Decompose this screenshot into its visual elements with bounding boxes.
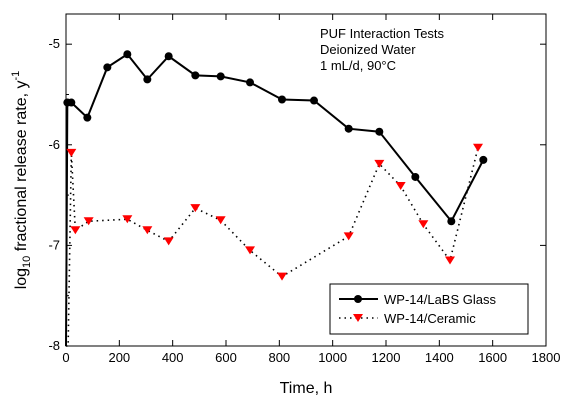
x-tick-label-0: 0 bbox=[62, 350, 69, 365]
point-wp-14-labs-glass-14 bbox=[375, 127, 384, 136]
point-wp-14-labs-glass-4 bbox=[103, 63, 112, 72]
legend: WP-14/LaBS Glass WP-14/Ceramic bbox=[329, 283, 529, 335]
point-wp-14-ceramic-12 bbox=[343, 232, 354, 241]
point-wp-14-labs-glass-17 bbox=[479, 155, 488, 164]
x-tick-label-5: 1000 bbox=[318, 350, 347, 365]
x-tick-label-8: 1600 bbox=[478, 350, 507, 365]
point-wp-14-ceramic-2 bbox=[66, 148, 77, 157]
point-wp-14-labs-glass-15 bbox=[411, 172, 420, 181]
x-tick-label-2: 400 bbox=[162, 350, 184, 365]
annotation-line-2: Deionized Water bbox=[320, 42, 416, 57]
x-tick-label-1: 200 bbox=[108, 350, 130, 365]
y-tick-label-2: -6 bbox=[48, 137, 60, 152]
point-wp-14-labs-glass-8 bbox=[191, 71, 200, 80]
point-wp-14-ceramic-6 bbox=[142, 226, 153, 235]
point-wp-14-ceramic-16 bbox=[445, 256, 455, 265]
point-wp-14-labs-glass-11 bbox=[278, 95, 286, 104]
x-axis-title: Time, h bbox=[280, 380, 333, 397]
point-wp-14-ceramic-13 bbox=[374, 159, 385, 168]
point-wp-14-ceramic-3 bbox=[70, 226, 81, 235]
legend-box bbox=[329, 283, 529, 335]
point-wp-14-ceramic-4 bbox=[83, 217, 94, 226]
annotation-line-3: 1 mL/d, 90°C bbox=[320, 58, 396, 73]
x-tick-label-6: 1200 bbox=[372, 350, 401, 365]
point-wp-14-ceramic-9 bbox=[215, 216, 226, 225]
axis-ticks: 0 200 400 600 800 1000 1200 1400 1600 1800 -8 -7 -6 -… bbox=[48, 14, 560, 365]
y-axis-title: log10 fractional release rate, y-1 bbox=[10, 71, 33, 290]
point-wp-14-labs-glass-6 bbox=[143, 75, 152, 84]
point-wp-14-labs-glass-9 bbox=[216, 72, 225, 81]
y-tick-label-3: -5 bbox=[48, 36, 60, 51]
series-layer bbox=[63, 50, 488, 347]
point-wp-14-ceramic-14 bbox=[395, 182, 406, 191]
point-wp-14-labs-glass-5 bbox=[123, 50, 132, 59]
annotation-line-1: PUF Interaction Tests bbox=[320, 26, 445, 41]
point-wp-14-labs-glass-10 bbox=[246, 78, 254, 87]
point-wp-14-labs-glass-2 bbox=[67, 98, 76, 107]
y-tick-label-1: -7 bbox=[48, 237, 60, 252]
legend-label-ceramic: WP-14/Ceramic bbox=[384, 311, 476, 326]
point-wp-14-labs-glass-13 bbox=[344, 124, 353, 133]
x-tick-label-7: 1400 bbox=[425, 350, 454, 365]
point-wp-14-labs-glass-3 bbox=[83, 113, 92, 122]
y-tick-label-0: -8 bbox=[48, 338, 60, 353]
point-wp-14-ceramic-5 bbox=[122, 215, 133, 224]
legend-marker-ceramic bbox=[353, 314, 363, 322]
point-wp-14-ceramic-7 bbox=[163, 237, 174, 246]
x-tick-label-9: 1800 bbox=[532, 350, 561, 365]
legend-label-labs-glass: WP-14/LaBS Glass bbox=[384, 292, 496, 307]
series-line-wp-14-ceramic bbox=[66, 147, 479, 347]
point-wp-14-ceramic-11 bbox=[277, 272, 287, 281]
point-wp-14-ceramic-17 bbox=[473, 143, 483, 152]
x-tick-label-3: 600 bbox=[215, 350, 237, 365]
point-wp-14-ceramic-10 bbox=[245, 246, 255, 255]
annotation-block: PUF Interaction Tests Deionized Water 1 … bbox=[320, 26, 445, 73]
point-wp-14-ceramic-8 bbox=[190, 204, 201, 213]
point-wp-14-labs-glass-12 bbox=[310, 96, 318, 105]
legend-marker-labs-glass bbox=[354, 295, 362, 303]
point-wp-14-labs-glass-16 bbox=[447, 217, 456, 226]
point-wp-14-ceramic-15 bbox=[418, 220, 429, 229]
x-tick-label-4: 800 bbox=[268, 350, 290, 365]
point-wp-14-labs-glass-7 bbox=[164, 52, 173, 61]
